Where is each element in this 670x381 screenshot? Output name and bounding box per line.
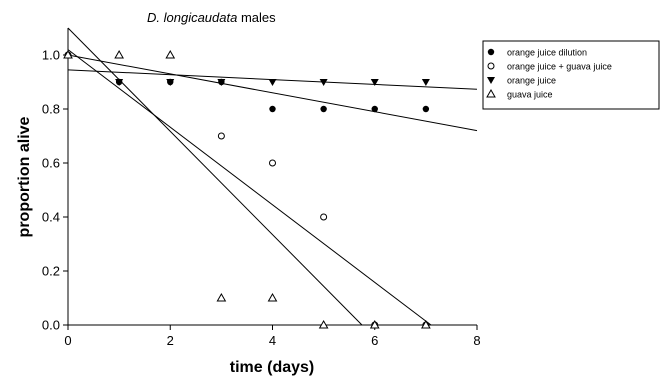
x-tick-label: 2 <box>167 333 174 348</box>
legend-marker <box>487 48 495 56</box>
regression-line <box>67 49 432 326</box>
data-points <box>63 49 431 329</box>
legend-label: orange juice + guava juice <box>507 62 612 72</box>
y-tick-label: 0.0 <box>42 318 60 333</box>
x-tick-label: 0 <box>64 333 71 348</box>
y-tick-label: 0.8 <box>42 102 60 117</box>
data-point <box>115 79 124 86</box>
legend-marker <box>486 88 496 98</box>
data-point <box>422 105 430 113</box>
chart-title-species: D. longicaudata <box>147 10 237 25</box>
data-point <box>369 319 380 329</box>
data-point <box>268 79 277 86</box>
y-tick-label: 1.0 <box>42 48 60 63</box>
data-point <box>165 49 176 59</box>
x-axis-label: time (days) <box>230 359 314 376</box>
y-axis-label: proportion alive <box>16 116 33 237</box>
data-point <box>421 319 431 329</box>
legend-label: guava juice <box>507 90 553 100</box>
data-point <box>217 79 226 86</box>
data-point <box>63 49 73 59</box>
chart-title: D. longicaudata males <box>147 10 276 25</box>
y-tick-label: 0.2 <box>42 264 60 279</box>
data-point <box>114 49 124 59</box>
legend-label: orange juice <box>507 76 556 86</box>
legend-marker <box>487 77 495 84</box>
data-point <box>371 105 378 113</box>
data-point <box>320 213 328 221</box>
data-point <box>421 79 430 86</box>
data-point <box>319 79 328 86</box>
legend-box <box>482 40 660 110</box>
x-tick-label: 4 <box>269 333 276 348</box>
data-point <box>269 159 276 167</box>
regression-line <box>67 27 363 326</box>
data-point <box>166 79 175 86</box>
x-axis-ticks: 0 2 4 6 8 <box>64 325 481 348</box>
data-point <box>320 105 327 113</box>
legend-label: orange juice dilution <box>507 48 587 58</box>
data-point <box>370 79 379 86</box>
data-point <box>267 292 278 302</box>
x-tick-label: 6 <box>371 333 378 348</box>
data-point <box>318 319 329 329</box>
chart-title-suffix: males <box>237 10 276 25</box>
y-tick-label: 0.6 <box>42 156 60 171</box>
x-tick-label: 8 <box>473 333 480 348</box>
regression-line <box>67 54 478 132</box>
data-point <box>217 132 225 140</box>
y-tick-label: 0.4 <box>42 210 60 225</box>
data-point <box>216 292 227 302</box>
data-point <box>269 105 276 113</box>
legend-marker <box>487 62 495 70</box>
regression-lines <box>67 27 478 326</box>
y-axis-ticks: 0.0 0.2 0.4 0.6 0.8 1.0 <box>42 48 68 333</box>
legend: orange juice dilution orange juice + guav… <box>482 40 660 110</box>
